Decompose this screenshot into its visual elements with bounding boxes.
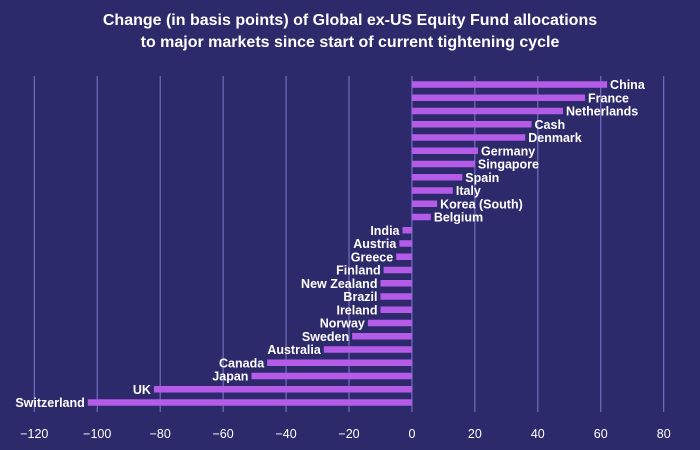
bar-category-label: Canada — [219, 356, 265, 370]
bar — [411, 174, 463, 181]
bar — [411, 200, 438, 207]
bar — [411, 213, 431, 221]
bar — [396, 253, 412, 260]
bar — [411, 187, 453, 194]
chart-title: Change (in basis points) of Global ex-US… — [0, 10, 700, 54]
x-tick-label: −40 — [275, 427, 296, 441]
bar — [380, 280, 412, 287]
bar — [352, 333, 412, 340]
bar-category-label: France — [588, 91, 629, 105]
bar-category-label: Norway — [320, 317, 365, 331]
bar — [411, 94, 586, 101]
chart-title-line-2: to major markets since start of current … — [140, 34, 560, 51]
bar — [153, 386, 412, 393]
bar-category-label: Netherlands — [566, 105, 638, 119]
x-tick-label: 80 — [657, 427, 671, 441]
bar-category-label: Denmark — [528, 131, 582, 145]
bar-category-label: Germany — [481, 144, 535, 158]
bar — [323, 346, 412, 353]
bar — [383, 266, 412, 274]
bar-category-label: Austria — [353, 237, 397, 251]
x-tick-label: −100 — [83, 427, 111, 441]
bar-category-label: Brazil — [343, 290, 377, 304]
bar-category-label: Singapore — [478, 158, 539, 172]
bar — [380, 293, 412, 300]
bar — [402, 227, 412, 234]
x-tick-label: −80 — [150, 427, 171, 441]
x-tick-label: 0 — [408, 427, 415, 441]
bar — [411, 107, 563, 115]
bar-category-label: Australia — [267, 343, 322, 357]
bar — [380, 306, 412, 313]
x-tick-label: 40 — [531, 427, 545, 441]
x-tick-label: 20 — [468, 427, 482, 441]
x-tick-label: −20 — [338, 427, 359, 441]
bar-category-label: Switzerland — [15, 396, 84, 410]
bar — [87, 399, 412, 406]
x-tick-label: −60 — [213, 427, 234, 441]
x-tick-label: −120 — [20, 427, 48, 441]
bar-category-label: Cash — [535, 118, 566, 132]
bar-category-label: Sweden — [302, 330, 349, 344]
bar — [251, 372, 412, 380]
bar — [367, 319, 412, 327]
bar-category-label: China — [610, 78, 646, 92]
bar-category-label: UK — [133, 383, 151, 397]
bar-category-label: Finland — [336, 264, 380, 278]
bar-category-label: Belgium — [434, 211, 483, 225]
bar — [267, 359, 412, 366]
bar-category-label: India — [370, 224, 400, 238]
bar — [411, 147, 479, 154]
bar — [399, 240, 412, 247]
bar — [411, 160, 475, 168]
bar-category-label: Ireland — [336, 303, 377, 317]
bar — [411, 81, 608, 88]
bar — [411, 121, 532, 128]
bar-category-label: Italy — [456, 184, 481, 198]
bar — [411, 134, 526, 141]
x-tick-label: 60 — [594, 427, 608, 441]
bar-category-label: Japan — [212, 370, 248, 384]
bar-category-label: Spain — [465, 171, 499, 185]
bar-category-label: Greece — [351, 250, 393, 264]
bar-category-label: New Zealand — [301, 277, 377, 291]
chart-title-line-1: Change (in basis points) of Global ex-US… — [102, 12, 598, 29]
bar-category-label: Korea (South) — [440, 197, 523, 211]
